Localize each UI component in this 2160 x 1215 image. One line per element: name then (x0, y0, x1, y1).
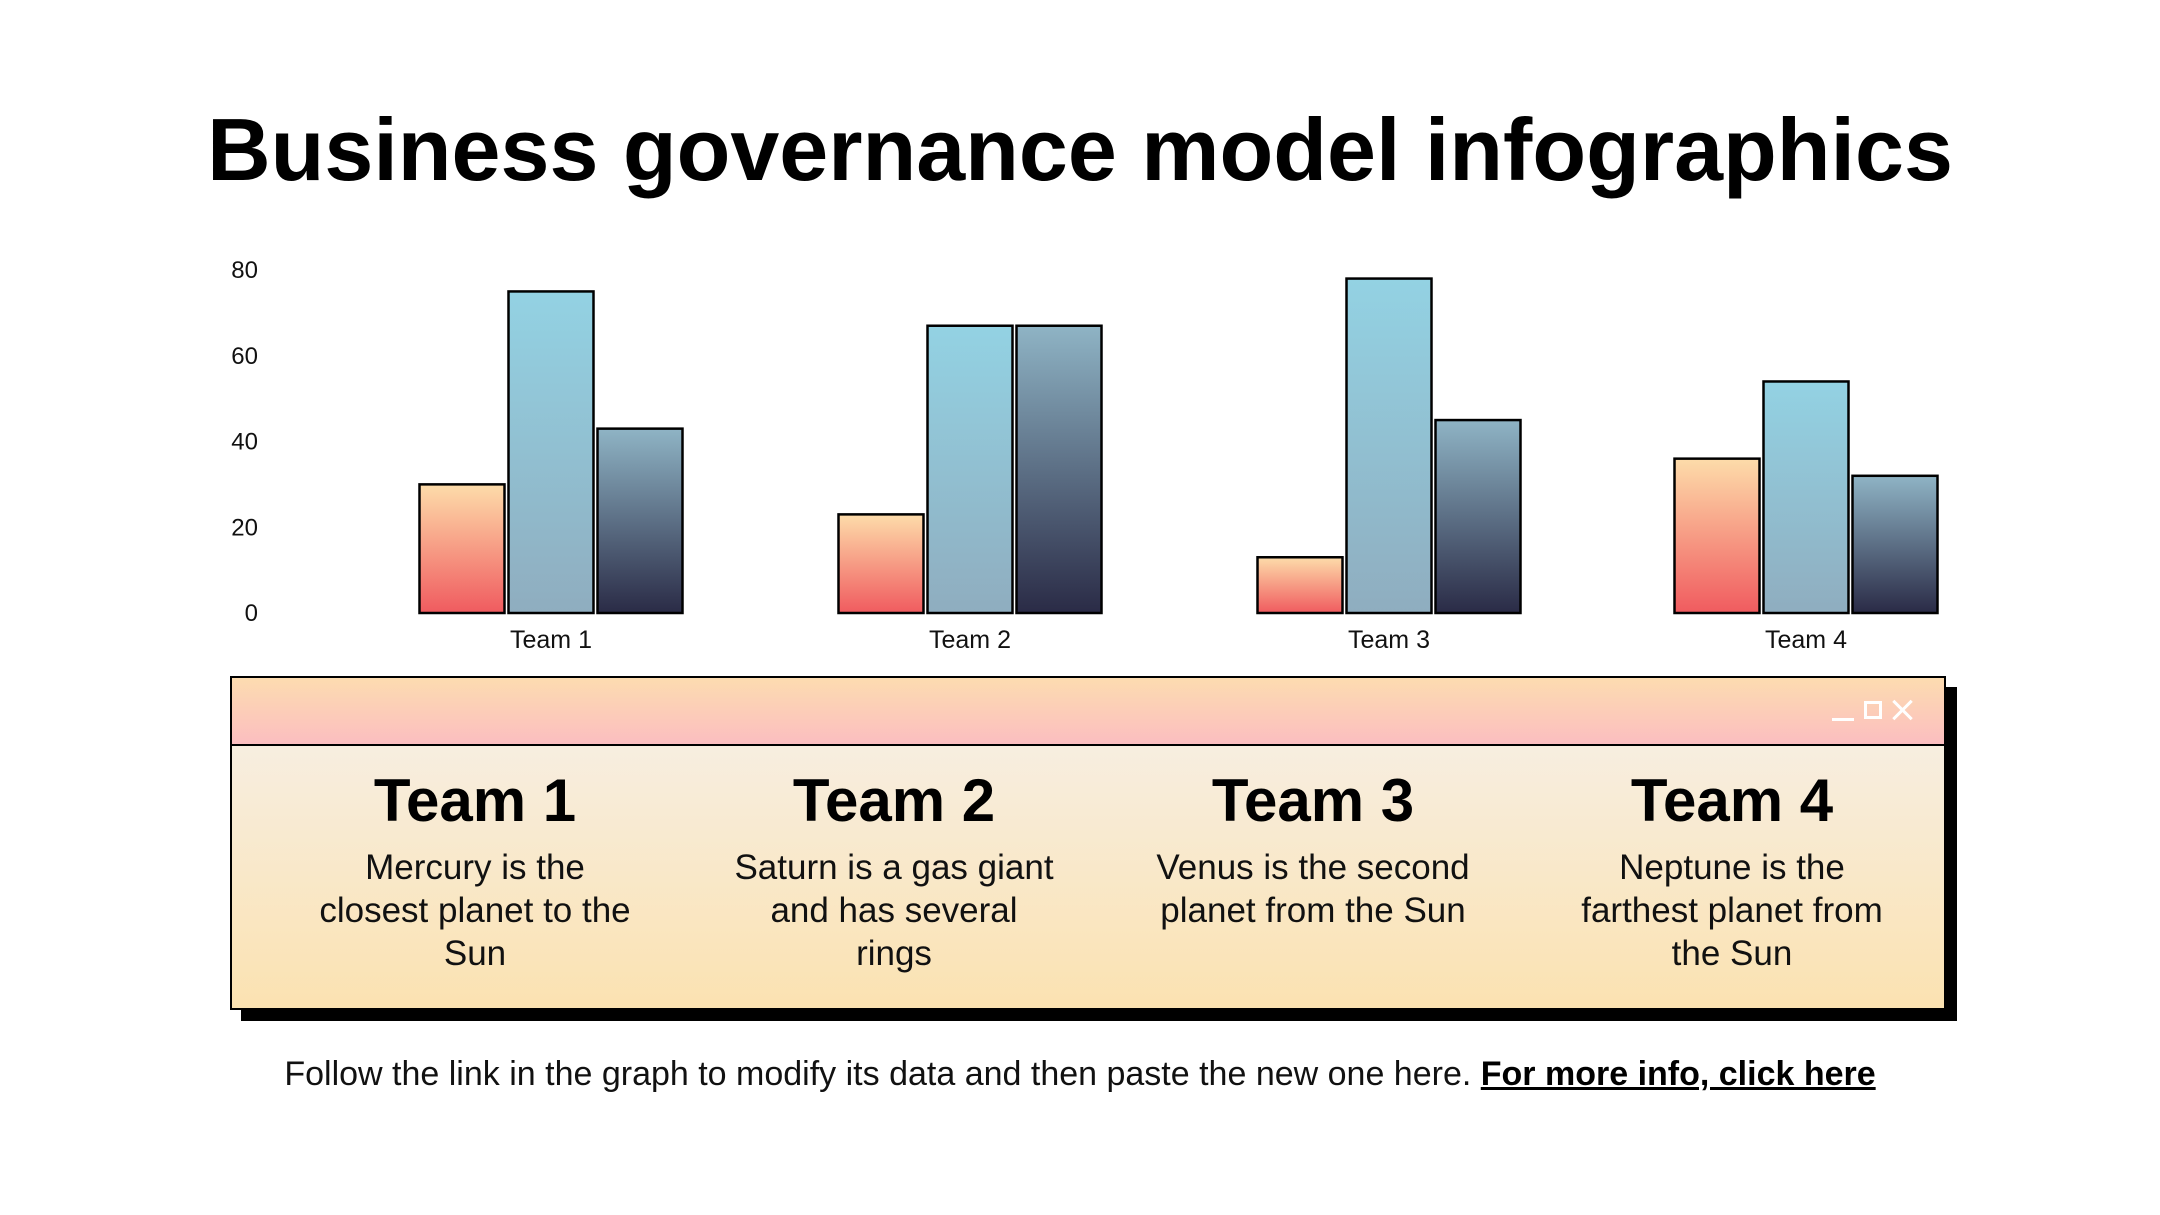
bar-1-series-1 (418, 483, 506, 615)
team-description: Venus is the second planet from the Sun (1156, 848, 1470, 930)
slide-title: Business governance model infographics (207, 100, 1953, 199)
info-window: Team 1 Mercury is the closest planet to … (230, 676, 1946, 1010)
team-name: Team 3 (1211, 767, 1415, 834)
bar-3-series-3 (1434, 418, 1522, 615)
y-axis: 0 20 40 60 80 (231, 257, 258, 627)
minimize-icon[interactable] (1832, 718, 1854, 721)
bar-chart: 0 20 40 60 80 Team 1 Team 2 Team 3 Team 4 (231, 257, 1939, 654)
team-description: Neptune is the farthest planet from the … (1581, 848, 1883, 973)
y-tick-label: 80 (231, 257, 258, 284)
bar-2-series-3 (1015, 324, 1103, 615)
window-controls (1832, 698, 1914, 721)
team-name: Team 4 (1630, 767, 1834, 834)
bar-1-series-3 (596, 427, 684, 615)
team-card-2: Team 2 Saturn is a gas giant and has sev… (694, 744, 1094, 975)
x-axis: Team 1 Team 2 Team 3 Team 4 (510, 626, 1847, 654)
y-tick-label: 40 (231, 429, 258, 456)
team-card-1: Team 1 Mercury is the closest planet to … (275, 744, 675, 975)
x-tick-label: Team 2 (929, 626, 1011, 654)
y-tick-label: 60 (231, 343, 258, 370)
bar-3-series-2 (1345, 277, 1433, 615)
y-tick-label: 0 (245, 600, 258, 627)
team-columns: Team 1 Mercury is the closest planet to … (232, 744, 1944, 1008)
team-description: Mercury is the closest planet to the Sun (319, 848, 631, 973)
team-name: Team 1 (373, 767, 577, 834)
footer-text: Follow the link in the graph to modify i… (284, 1055, 1472, 1093)
x-tick-label: Team 4 (1765, 626, 1847, 654)
bar-4-series-2 (1762, 380, 1850, 615)
maximize-icon[interactable] (1864, 700, 1882, 719)
team-card-4: Team 4 Neptune is the farthest planet fr… (1532, 744, 1932, 975)
bar-1-series-2 (507, 290, 595, 615)
close-icon[interactable] (1892, 699, 1914, 721)
bar-2-series-1 (837, 513, 925, 615)
footer: Follow the link in the graph to modify i… (0, 1052, 2160, 1096)
bars (418, 277, 1939, 615)
bar-2-series-2 (926, 324, 1014, 615)
team-card-3: Team 3 Venus is the second planet from t… (1113, 744, 1513, 932)
window-titlebar (232, 678, 1944, 746)
x-tick-label: Team 1 (510, 626, 592, 654)
x-tick-label: Team 3 (1348, 626, 1430, 654)
bar-4-series-1 (1673, 457, 1761, 615)
bar-3-series-1 (1256, 556, 1344, 615)
more-info-link[interactable]: For more info, click here (1480, 1055, 1876, 1093)
y-tick-label: 20 (231, 514, 258, 541)
team-description: Saturn is a gas giant and has several ri… (734, 848, 1054, 973)
team-name: Team 2 (792, 767, 996, 834)
bar-4-series-3 (1851, 474, 1939, 615)
